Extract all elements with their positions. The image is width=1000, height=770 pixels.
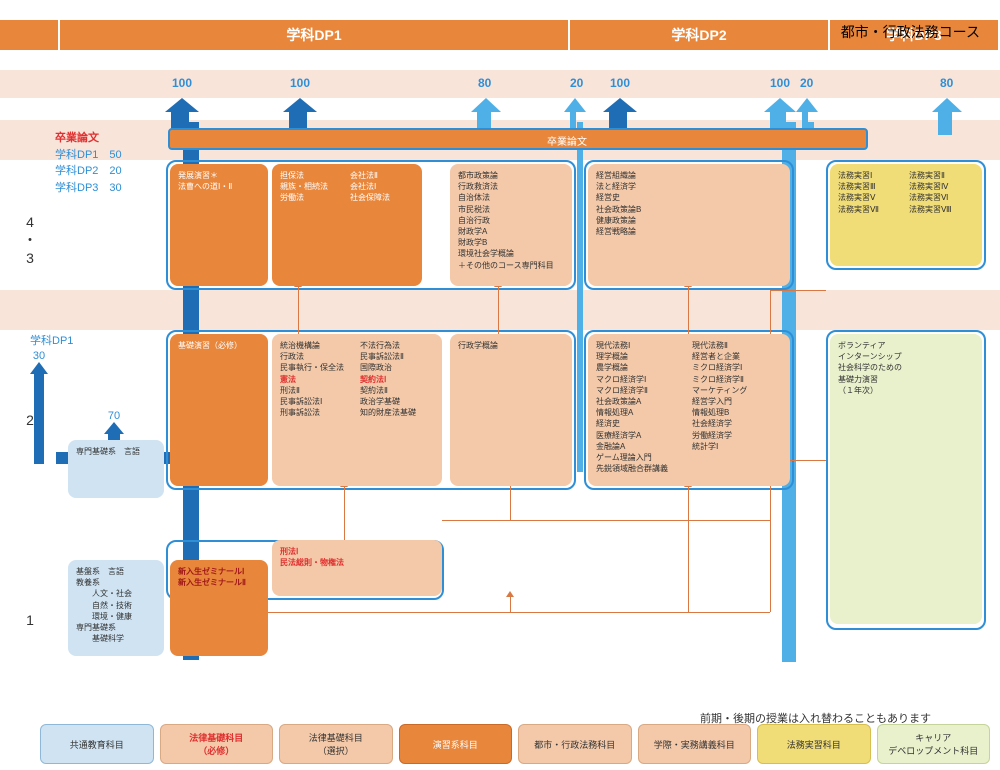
course-box: 統治機構論行政法民事執行・保全法憲法刑法Ⅱ民事訴訟法Ⅰ刑事訴訟法不法行為法民事訴…	[272, 334, 442, 486]
legend-item: キャリア デベロップメント科目	[877, 724, 991, 764]
legend-row: 共通教育科目法律基礎科目 （必修）法律基礎科目 （選択）演習系科目都市・行政法務…	[40, 724, 990, 764]
legend-item: 都市・行政法務科目	[518, 724, 632, 764]
legend-item: 学際・実務講義科目	[638, 724, 752, 764]
course-box: 発展演習＊法曹への道Ⅰ・Ⅱ	[170, 164, 268, 286]
thesis-bar: 卒業論文	[168, 128, 868, 150]
header-cell: 学科DP1	[60, 20, 570, 50]
course-box: 基礎演習（必修）	[170, 334, 268, 486]
legend-item: 共通教育科目	[40, 724, 154, 764]
page-title: 都市・行政法務コース	[841, 22, 980, 42]
course-box: 担保法親族・相続法労働法会社法Ⅱ会社法Ⅰ社会保障法	[272, 164, 422, 286]
header-cell	[0, 20, 60, 50]
course-box: ボランティアインターンシップ社会科学のための基礎力演習（１年次）	[830, 334, 982, 624]
course-box: 都市政策論行政救済法自治体法市民税法自治行政財政学A財政学B環境社会学概論＋その…	[450, 164, 572, 286]
legend-item: 法律基礎科目 （必修）	[160, 724, 274, 764]
course-box: 刑法Ⅰ民法総則・物権法	[272, 540, 442, 596]
legend-item: 法律基礎科目 （選択）	[279, 724, 393, 764]
header-cell: 学科DP2	[570, 20, 830, 50]
course-box: 専門基礎系 言語	[68, 440, 164, 498]
course-box: 現代法務Ⅰ理学概論農学概論マクロ経済学Ⅰマクロ経済学Ⅱ社会政策論A情報処理A経済…	[588, 334, 790, 486]
course-box: 経営組織論法と経済学経営史社会政策論B健康政策論経営戦略論	[588, 164, 790, 286]
course-box: 法務実習Ⅰ法務実習Ⅲ法務実習Ⅴ法務実習Ⅶ法務実習Ⅱ法務実習Ⅳ法務実習Ⅵ法務実習Ⅷ	[830, 164, 982, 266]
course-box: 新入生ゼミナールⅠ新入生ゼミナールⅡ	[170, 560, 268, 656]
course-box: 基盤系 言語教養系 人文・社会 自然・技術 環境・健康専門基礎系 基礎科学	[68, 560, 164, 656]
legend-item: 法務実習科目	[757, 724, 871, 764]
course-box: 行政学概論	[450, 334, 572, 486]
legend-item: 演習系科目	[399, 724, 513, 764]
thesis-box: 卒業論文学科DP1 50学科DP2 20学科DP3 30	[55, 130, 122, 196]
